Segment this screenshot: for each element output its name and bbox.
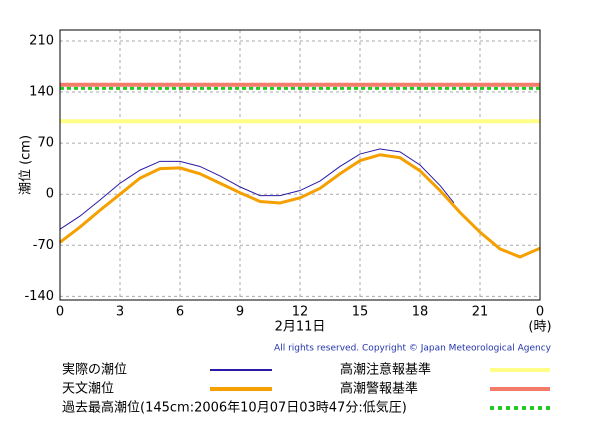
x-tick-label: 0 xyxy=(56,305,64,320)
y-tick-label: 140 xyxy=(29,85,54,100)
y-tick-label: 70 xyxy=(37,136,54,151)
x-tick-label: 3 xyxy=(116,305,124,320)
y-tick-label: 210 xyxy=(29,33,54,48)
legend-label: 高潮警報基準 xyxy=(340,381,418,397)
y-axis-label: 潮位 (cm) xyxy=(19,135,34,195)
series-line xyxy=(59,153,541,259)
y-tick-label: 0 xyxy=(46,187,54,202)
x-axis-label: 2月11日 xyxy=(275,320,326,335)
x-unit: (時) xyxy=(528,320,551,335)
legend-label: 過去最高潮位(145cm:2006年10月07日03時47分:低気圧) xyxy=(62,400,407,416)
legend-label: 天文潮位 xyxy=(62,382,114,397)
copyright: All rights reserved. Copyright © Japan M… xyxy=(274,344,552,354)
x-tick-label: 9 xyxy=(236,305,244,320)
x-tick-label: 12 xyxy=(292,305,309,320)
plot-border xyxy=(59,29,541,301)
legend-label: 高潮注意報基準 xyxy=(340,362,431,378)
y-tick-label: -140 xyxy=(24,289,54,304)
series-line xyxy=(59,148,455,230)
x-tick-label: 18 xyxy=(412,305,429,320)
x-tick-label: 21 xyxy=(472,305,489,320)
x-tick-label: 6 xyxy=(176,305,184,320)
x-tick-label: 0 xyxy=(536,305,544,320)
x-tick-label: 15 xyxy=(352,305,369,320)
y-tick-label: -70 xyxy=(33,238,54,253)
legend-label: 実際の潮位 xyxy=(62,362,127,378)
